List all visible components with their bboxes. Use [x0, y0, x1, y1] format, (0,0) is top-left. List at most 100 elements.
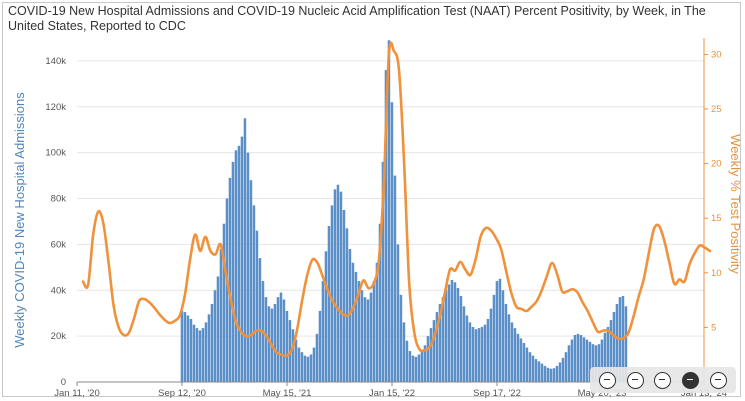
- admissions-bar: [186, 315, 190, 382]
- admissions-bar: [189, 318, 193, 382]
- admissions-bar: [447, 284, 451, 382]
- admissions-bar: [390, 102, 394, 383]
- right-tick-label: 10: [711, 268, 722, 279]
- admissions-bar: [624, 306, 628, 382]
- zoom-out-icon[interactable]: [682, 371, 700, 389]
- admissions-bar: [420, 351, 424, 382]
- admissions-bar: [195, 328, 199, 382]
- admissions-bar: [441, 297, 445, 382]
- admissions-bar: [216, 276, 220, 382]
- admissions-bar: [222, 223, 226, 382]
- x-tick-label: Jan 15, '22: [369, 388, 415, 399]
- admissions-bar: [600, 339, 604, 382]
- admissions-bar: [546, 367, 550, 382]
- admissions-bar: [366, 299, 370, 382]
- admissions-bar: [543, 365, 547, 382]
- admissions-bar: [438, 304, 442, 382]
- right-tick-label: 15: [711, 213, 722, 224]
- admissions-bar: [450, 279, 454, 382]
- admissions-bar: [321, 281, 325, 382]
- admissions-bar: [561, 357, 565, 382]
- admissions-bar: [201, 328, 205, 382]
- admissions-bar: [528, 352, 532, 382]
- admissions-bar: [384, 70, 388, 383]
- admissions-bar: [396, 244, 400, 382]
- admissions-bar: [606, 326, 610, 382]
- zoom-out-icon[interactable]: [626, 371, 644, 389]
- admissions-bar: [375, 262, 379, 382]
- admissions-bar: [297, 347, 301, 382]
- right-tick-label: 5: [711, 322, 716, 333]
- admissions-bar: [525, 347, 529, 382]
- admissions-bar: [594, 345, 598, 382]
- admissions-bar: [582, 337, 586, 382]
- admissions-bar: [303, 355, 307, 382]
- admissions-bar: [402, 322, 406, 382]
- admissions-bar: [426, 336, 430, 382]
- admissions-bar: [408, 351, 412, 382]
- admissions-bar: [405, 340, 409, 382]
- left-tick-label: 60k: [51, 239, 67, 250]
- admissions-bar: [492, 294, 496, 382]
- right-tick-label: 25: [711, 104, 722, 115]
- left-tick-label: 40k: [51, 285, 67, 296]
- x-tick-label: Sep 17, '22: [473, 388, 521, 399]
- zoom-out-icon[interactable]: [709, 371, 727, 389]
- admissions-bar: [423, 345, 427, 382]
- admissions-bar: [357, 281, 361, 382]
- right-axis-ticks: 5 10 15 20 25 30: [704, 49, 722, 333]
- left-tick-label: 20k: [51, 331, 67, 342]
- admissions-bar: [369, 292, 373, 382]
- admissions-bar: [240, 136, 244, 382]
- admissions-bar: [306, 356, 310, 382]
- admissions-bar: [381, 161, 385, 382]
- admissions-bar: [552, 368, 556, 382]
- admissions-bar: [255, 230, 259, 382]
- admissions-bar: [231, 161, 235, 382]
- admissions-bar: [609, 320, 613, 382]
- admissions-bar: [474, 329, 478, 382]
- admissions-bar: [414, 356, 418, 382]
- admissions-bar: [210, 304, 214, 382]
- admissions-bar: [285, 310, 289, 382]
- admissions-bar: [585, 339, 589, 382]
- admissions-bar: [318, 310, 322, 382]
- right-tick-label: 20: [711, 159, 722, 170]
- admissions-bar: [522, 343, 526, 382]
- admissions-bar: [327, 226, 331, 382]
- admissions-bar: [243, 118, 247, 383]
- admissions-bar: [564, 352, 568, 382]
- zoom-out-icon[interactable]: [654, 371, 672, 389]
- admissions-bar: [456, 287, 460, 382]
- admissions-bar: [192, 324, 196, 382]
- admissions-bar: [291, 329, 295, 382]
- admissions-bar: [198, 330, 202, 382]
- admissions-bar: [399, 294, 403, 382]
- zoom-out-icon[interactable]: [599, 371, 617, 389]
- admissions-bar: [432, 320, 436, 382]
- left-tick-label: 140k: [45, 56, 66, 67]
- admissions-bar: [513, 328, 517, 382]
- admissions-bar: [471, 326, 475, 382]
- admissions-bar: [234, 150, 238, 382]
- chart-toolbar: [590, 367, 736, 393]
- admissions-bar: [531, 355, 535, 382]
- admissions-bar: [411, 355, 415, 382]
- left-tick-label: 0: [61, 377, 66, 388]
- admissions-bar: [330, 205, 334, 382]
- admissions-bar: [444, 290, 448, 382]
- admissions-bar: [453, 282, 457, 382]
- admissions-bar: [480, 326, 484, 382]
- admissions-bar: [309, 354, 313, 382]
- admissions-bar: [354, 271, 358, 382]
- admissions-bar: [312, 347, 316, 382]
- admissions-bar: [477, 328, 481, 382]
- admissions-bar: [348, 248, 352, 382]
- admissions-bar: [603, 332, 607, 382]
- admissions-bar: [294, 339, 298, 382]
- admissions-bar: [315, 333, 319, 382]
- admissions-bar: [363, 297, 367, 382]
- x-tick-label: Jan 11, '20: [54, 388, 99, 399]
- admissions-bar: [252, 205, 256, 382]
